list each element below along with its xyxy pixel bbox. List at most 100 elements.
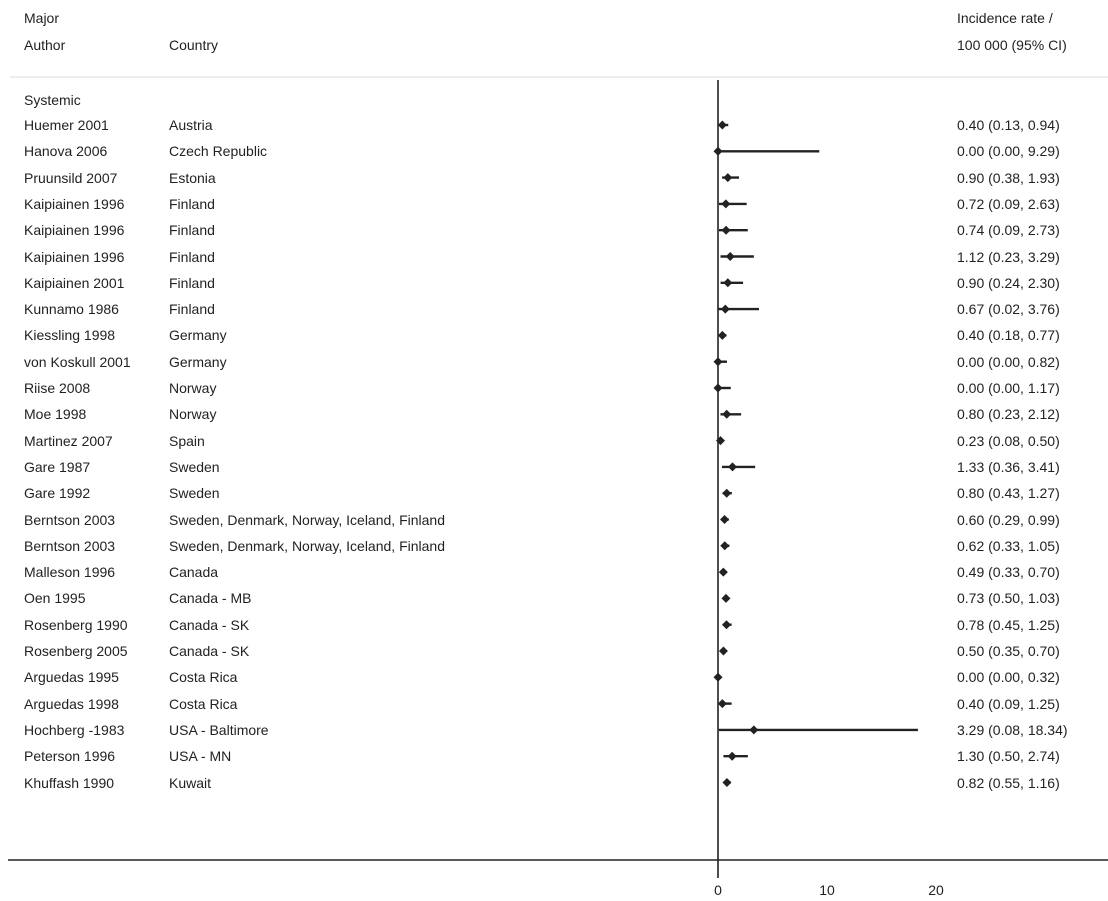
point-estimate-marker xyxy=(713,357,723,367)
study-country: Norway xyxy=(169,380,217,396)
study-estimate-label: 0.60 (0.29, 0.99) xyxy=(957,511,1060,528)
table-row: Khuffash 1990 Kuwait 0.82 (0.55, 1.16) xyxy=(0,770,1108,796)
study-author: Arguedas 1998 xyxy=(24,695,119,712)
study-estimate-label: 0.00 (0.00, 0.32) xyxy=(957,669,1060,686)
study-estimate-label: 0.23 (0.08, 0.50) xyxy=(957,432,1060,449)
study-estimate-label: 0.00 (0.00, 1.17) xyxy=(957,380,1060,396)
point-estimate-marker xyxy=(722,620,732,630)
study-estimate-label: 0.82 (0.55, 1.16) xyxy=(957,774,1060,791)
point-estimate-marker xyxy=(718,567,728,577)
point-estimate-marker xyxy=(717,330,727,340)
header-estimate-line2: 100 000 (95% CI) xyxy=(957,37,1067,53)
x-tick-label: 0 xyxy=(714,882,722,898)
table-row: Kiessling 1998 Germany 0.40 (0.18, 0.77) xyxy=(0,322,1108,348)
study-estimate-label: 0.40 (0.18, 0.77) xyxy=(957,327,1060,344)
study-estimate-label: 1.33 (0.36, 3.41) xyxy=(957,458,1060,475)
study-estimate-label: 3.29 (0.08, 18.34) xyxy=(957,721,1068,738)
point-estimate-marker xyxy=(713,672,723,682)
header-author-line1: Major xyxy=(24,10,60,26)
study-estimate-label: 0.80 (0.23, 2.12) xyxy=(957,406,1060,423)
study-author: Malleson 1996 xyxy=(24,564,116,581)
study-author: Gare 1987 xyxy=(24,458,91,475)
table-row: Gare 1992 Sweden 0.80 (0.43, 1.27) xyxy=(0,480,1108,506)
study-country: Finland xyxy=(169,195,215,212)
x-axis-ticks: 0 10 20 xyxy=(714,882,944,898)
point-estimate-marker xyxy=(718,646,728,656)
table-row: Martinez 2007 Spain 0.23 (0.08, 0.50) xyxy=(0,428,1108,454)
study-estimate-label: 0.62 (0.33, 1.05) xyxy=(957,537,1060,554)
study-country: Canada - SK xyxy=(169,616,250,633)
point-estimate-marker xyxy=(721,199,731,209)
table-row: Kaipiainen 1996 Finland 1.12 (0.23, 3.29) xyxy=(0,244,1108,270)
point-estimate-marker xyxy=(749,725,759,735)
study-author: Moe 1998 xyxy=(24,406,87,423)
x-tick-label: 20 xyxy=(928,882,944,898)
study-estimate-label: 0.72 (0.09, 2.63) xyxy=(957,195,1060,212)
study-author: Kaipiainen 1996 xyxy=(24,222,125,239)
point-estimate-marker xyxy=(722,409,732,419)
forest-marks xyxy=(713,120,918,787)
table-row: Malleson 1996 Canada 0.49 (0.33, 0.70) xyxy=(0,559,1108,585)
study-author: Hochberg -1983 xyxy=(24,721,125,738)
study-estimate-label: 0.00 (0.00, 0.82) xyxy=(957,353,1060,370)
point-estimate-marker xyxy=(721,593,731,603)
study-author: Kunnamo 1986 xyxy=(24,301,119,318)
table-row: Riise 2008 Norway 0.00 (0.00, 1.17) xyxy=(0,375,1108,401)
study-country: Finland xyxy=(169,222,215,239)
point-estimate-marker xyxy=(716,436,726,446)
study-author: Berntson 2003 xyxy=(24,537,116,554)
study-country: USA - MN xyxy=(169,748,232,765)
study-estimate-label: 0.74 (0.09, 2.73) xyxy=(957,222,1060,239)
table-row: Rosenberg 1990 Canada - SK 0.78 (0.45, 1.2… xyxy=(0,612,1108,638)
study-estimate-label: 0.90 (0.38, 1.93) xyxy=(957,169,1060,186)
table-row: Pruunsild 2007 Estonia 0.90 (0.38, 1.93) xyxy=(0,165,1108,191)
study-country: Spain xyxy=(169,432,205,449)
point-estimate-marker xyxy=(720,515,730,524)
study-author: Kaipiainen 2001 xyxy=(24,274,125,291)
study-estimate-label: 0.49 (0.33, 0.70) xyxy=(957,564,1060,581)
study-author: Khuffash 1990 xyxy=(24,774,115,791)
table-row: Arguedas 1998 Costa Rica 0.40 (0.09, 1.25) xyxy=(0,691,1108,717)
study-estimate-label: 0.67 (0.02, 3.76) xyxy=(957,301,1060,318)
header-country: Country xyxy=(169,37,219,53)
table-row: Arguedas 1995 Costa Rica 0.00 (0.00, 0.32) xyxy=(0,664,1108,690)
study-estimate-label: 1.12 (0.23, 3.29) xyxy=(957,248,1060,265)
point-estimate-marker xyxy=(720,541,730,551)
table-row: Huemer 2001 Austria 0.40 (0.13, 0.94) xyxy=(0,112,1108,138)
study-country: Estonia xyxy=(169,169,216,186)
header-estimate-line1: Incidence rate / xyxy=(957,10,1053,26)
study-country: Germany xyxy=(169,353,227,370)
table-row: von Koskull 2001 Germany 0.00 (0.00, 0.82) xyxy=(0,349,1108,375)
x-tick-label: 10 xyxy=(819,882,835,898)
study-author: Rosenberg 1990 xyxy=(24,616,128,633)
table-row: Kunnamo 1986 Finland 0.67 (0.02, 3.76) xyxy=(0,296,1108,322)
study-author: Kiessling 1998 xyxy=(24,327,116,344)
study-author: Rosenberg 2005 xyxy=(24,643,128,659)
section-label-systemic: Systemic xyxy=(24,92,81,108)
study-country: Kuwait xyxy=(169,774,212,791)
study-author: Riise 2008 xyxy=(24,380,91,396)
point-estimate-marker xyxy=(717,120,727,130)
study-estimate-label: 0.80 (0.43, 1.27) xyxy=(957,485,1060,502)
study-country: USA - Baltimore xyxy=(169,721,269,738)
study-author: Huemer 2001 xyxy=(24,117,109,133)
study-estimate-label: 0.90 (0.24, 2.30) xyxy=(957,274,1060,291)
study-country: Costa Rica xyxy=(169,695,238,712)
study-author: Kaipiainen 1996 xyxy=(24,248,125,265)
table-row: Moe 1998 Norway 0.80 (0.23, 2.12) xyxy=(0,401,1108,427)
point-estimate-marker xyxy=(725,252,735,261)
study-author: Pruunsild 2007 xyxy=(24,169,118,186)
study-estimate-label: 0.00 (0.00, 9.29) xyxy=(957,143,1060,160)
point-estimate-marker xyxy=(713,146,723,156)
study-country: Sweden, Denmark, Norway, Iceland, Finlan… xyxy=(169,537,445,554)
study-country: Finland xyxy=(169,248,215,265)
study-estimate-label: 0.40 (0.09, 1.25) xyxy=(957,695,1060,712)
study-estimate-label: 0.78 (0.45, 1.25) xyxy=(957,616,1060,633)
table-row: Kaipiainen 1996 Finland 0.72 (0.09, 2.63) xyxy=(0,191,1108,217)
point-estimate-marker xyxy=(727,751,737,761)
table-row: Kaipiainen 2001 Finland 0.90 (0.24, 2.30) xyxy=(0,270,1108,296)
point-estimate-marker xyxy=(722,778,732,787)
point-estimate-marker xyxy=(722,488,732,498)
